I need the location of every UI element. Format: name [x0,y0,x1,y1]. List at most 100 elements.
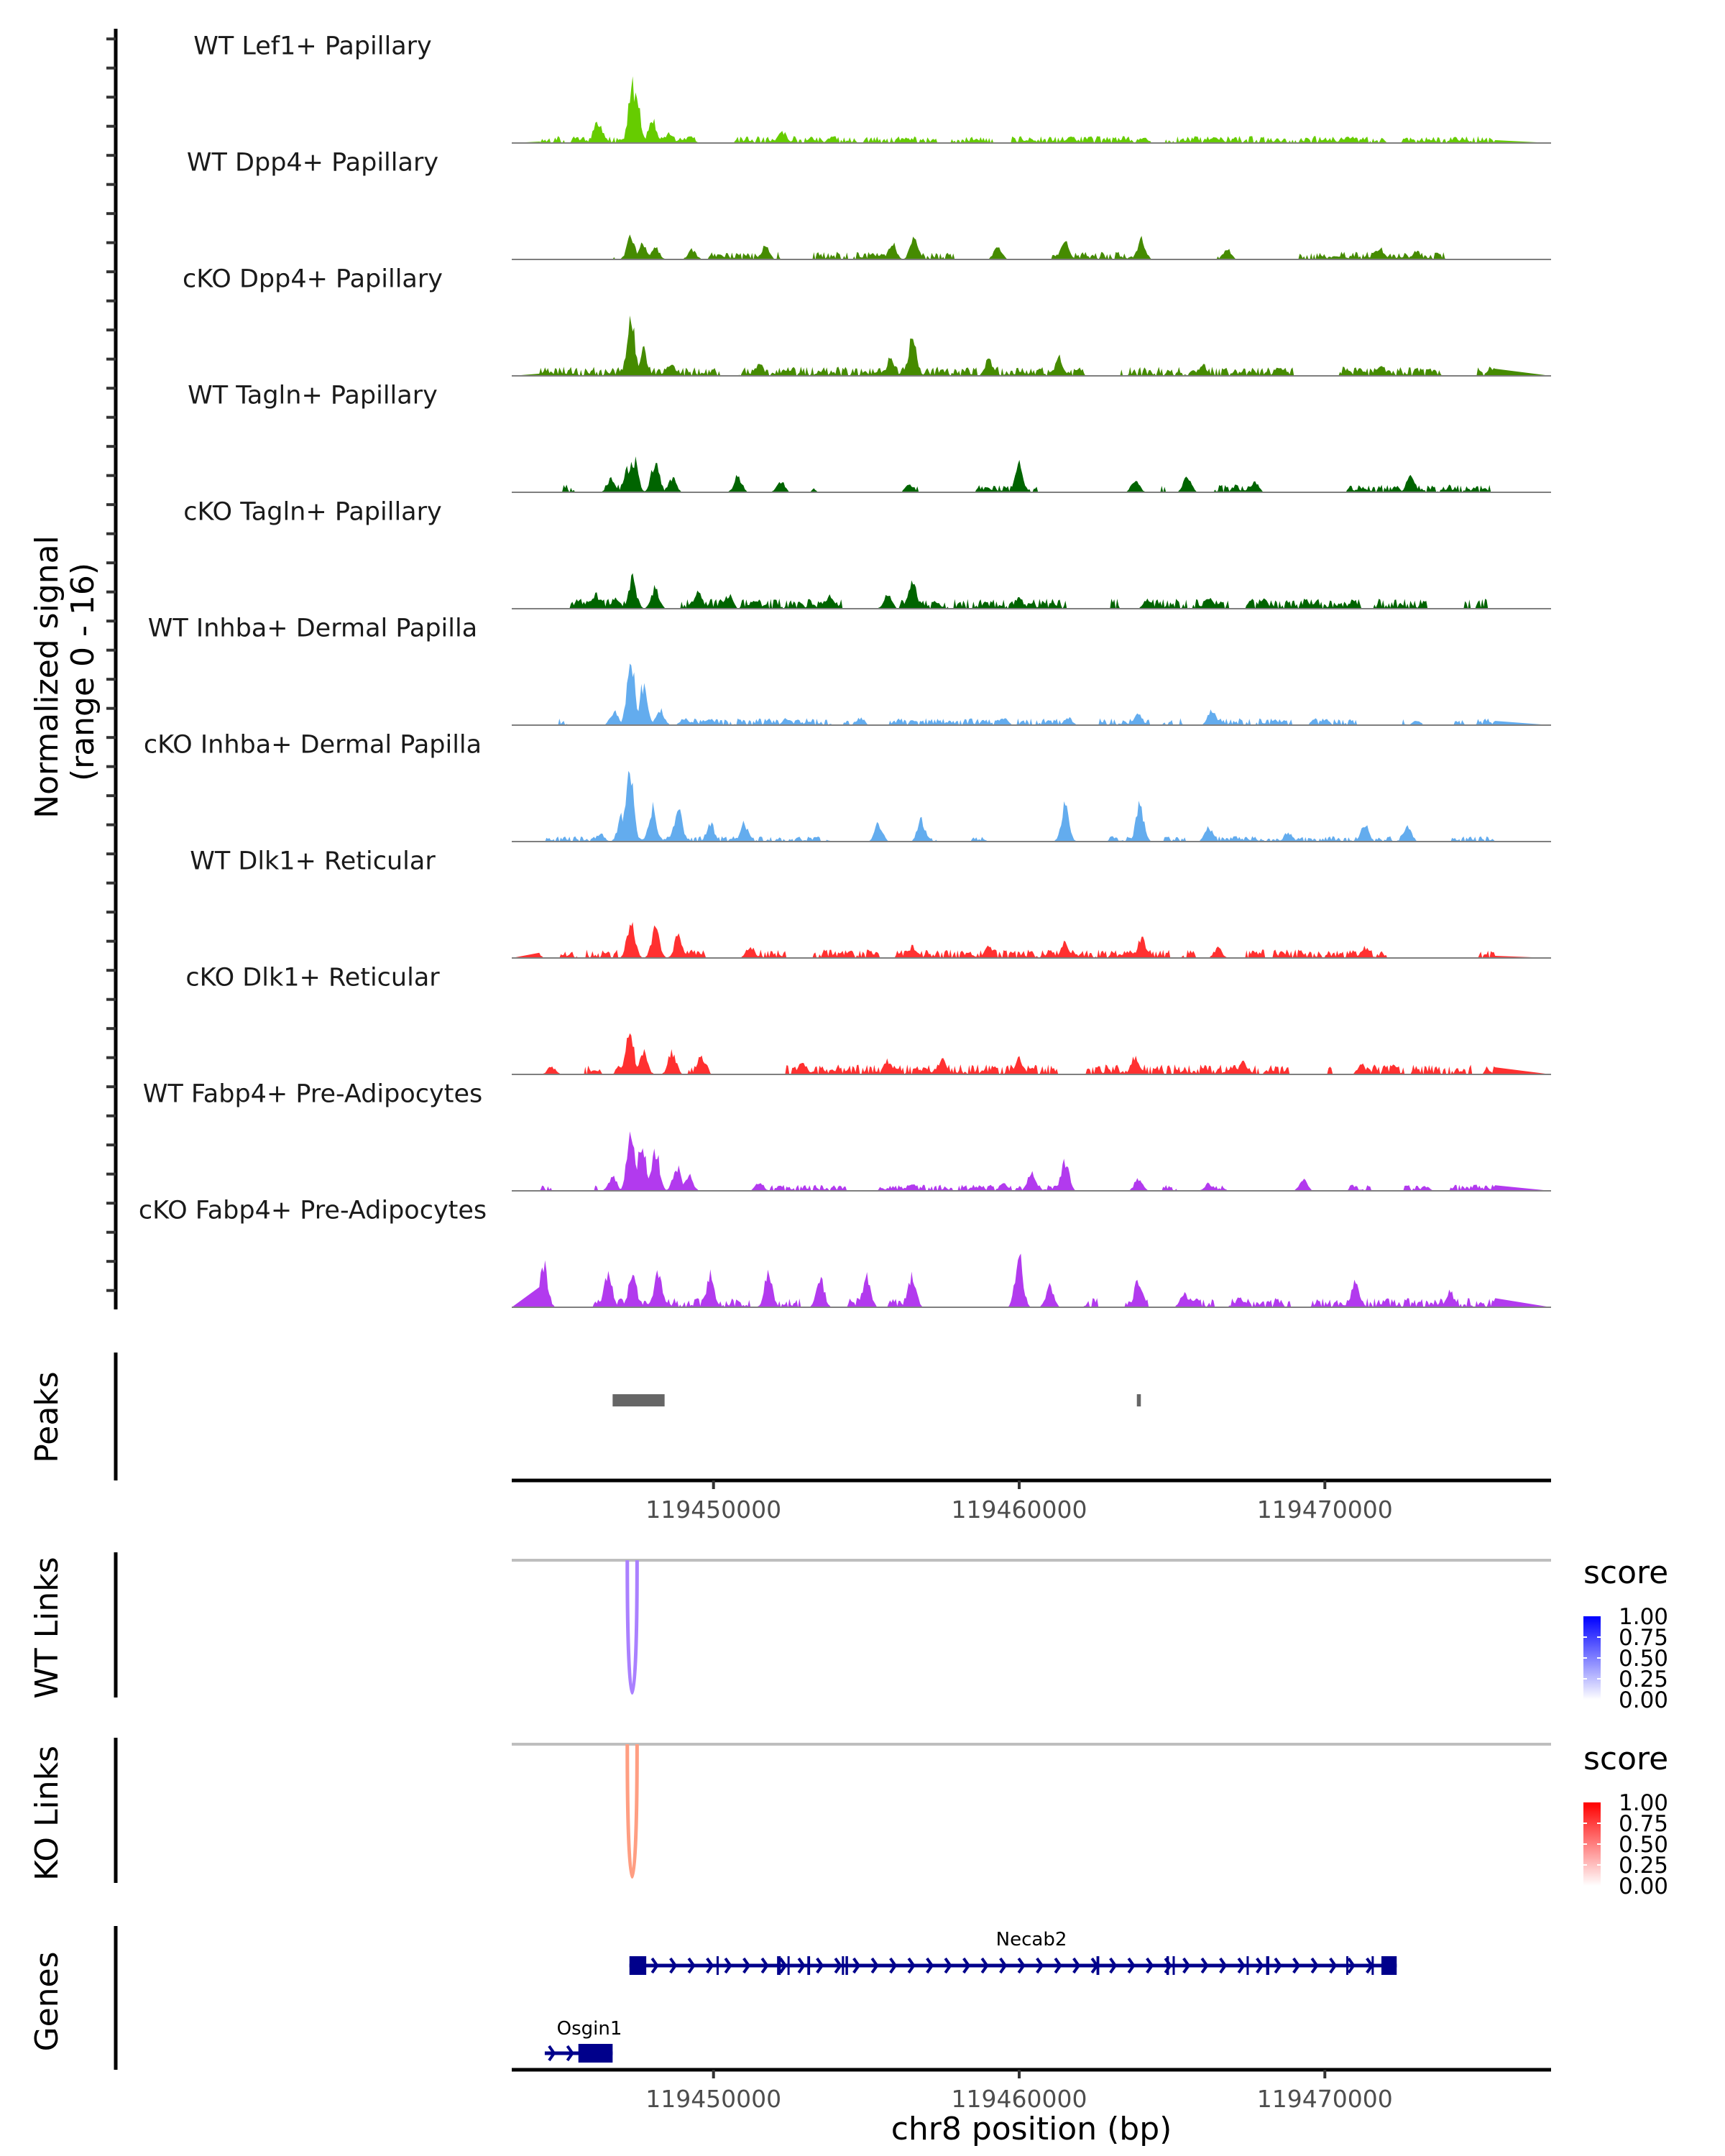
coverage-area [512,663,1551,725]
coverage-track: cKO Dpp4+ Papillary [183,265,1551,377]
track-label: cKO Fabp4+ Pre-Adipocytes [139,1197,487,1225]
strand-arrow [797,1957,806,1974]
strand-arrow [1292,1957,1301,1974]
x-axis-top: 119450000 119460000 119470000 [645,1480,1393,1524]
strand-arrow [742,1957,751,1974]
strand-arrow [1072,1957,1081,1974]
strand-arrow [907,1957,916,1974]
coverage-track: cKO Fabp4+ Pre-Adipocytes [139,1197,1551,1308]
gene-model: Osgin1 [544,2018,622,2063]
link-arc [625,1560,639,1695]
strand-arrow [548,2045,556,2062]
coverage-track: WT Dpp4+ Papillary [187,149,1551,260]
track-label: WT Dlk1+ Reticular [190,847,436,876]
wt-links [625,1560,639,1695]
coverage-track: cKO Tagln+ Papillary [183,498,1551,609]
track-label: cKO Dpp4+ Papillary [183,265,443,294]
gene-exon [777,1956,781,1975]
coverage-area [512,456,1551,492]
strand-arrow [1017,1957,1026,1974]
peak-region [1136,1394,1141,1406]
ko-links-panel-label: KO Links [29,1746,65,1881]
peak-region [612,1394,665,1406]
y-axis-title-line-1: Normalized signal [29,535,65,819]
legend-title: score [1583,1554,1668,1591]
ko-links-panel: KO Links score 1.000.750.500.250.00 [29,1738,1668,1899]
strand-arrow [669,1957,678,1974]
strand-arrow [834,1957,842,1974]
peak-regions [612,1394,1141,1406]
legend-tick-label: 0.50 [1619,1646,1668,1672]
gene-exon [1096,1956,1100,1975]
track-label: cKO Tagln+ Papillary [183,498,442,527]
y-axis-title-line-2: (range 0 - 16) [65,563,101,781]
strand-arrow [980,1957,989,1974]
strand-arrow [650,1957,659,1974]
strand-arrow [926,1957,934,1974]
coverage-area [512,1253,1551,1307]
coverage-area [512,1033,1551,1074]
x-axis-title: chr8 position (bp) [891,2111,1172,2147]
gene-exon [1266,1956,1269,1975]
strand-arrow [1256,1957,1264,1974]
legend-tick-label: 0.50 [1619,1832,1668,1858]
coverage-track: WT Lef1+ Papillary [193,32,1551,144]
gene-exon [1166,1956,1169,1975]
coverage-track: WT Dlk1+ Reticular [190,847,1551,959]
strand-arrow [816,1957,824,1974]
ko-score-legend: score 1.000.750.500.250.00 [1583,1741,1668,1899]
strand-arrow [1109,1957,1118,1974]
track-label: WT Fabp4+ Pre-Adipocytes [143,1080,482,1109]
strand-arrow [1219,1957,1228,1974]
strand-arrow [1237,1957,1246,1974]
gene-exon [1371,1956,1374,1975]
strand-arrow [1329,1957,1338,1974]
gene-label: Osgin1 [557,2018,622,2040]
gene-model: Necab2 [629,1929,1397,1975]
ko-links [625,1743,639,1879]
coverage-area [512,573,1551,609]
coverage-track: WT Inhba+ Dermal Papilla [148,614,1551,726]
wt-links-panel-label: WT Links [29,1557,65,1698]
track-label: WT Inhba+ Dermal Papilla [148,614,477,643]
gene-exon [1381,1956,1397,1975]
strand-arrow [1036,1957,1044,1974]
wt-score-legend: score 1.000.750.500.250.00 [1583,1554,1668,1713]
coverage-area [512,770,1551,842]
legend-tick-label: 1.00 [1619,1790,1668,1816]
coverage-panel: Normalized signal (range 0 - 16) WT Lef1… [29,29,1551,1309]
legend-title: score [1583,1741,1668,1777]
coverage-area [512,922,1551,958]
legend-tick-label: 0.00 [1619,1874,1668,1899]
strand-arrow [1200,1957,1209,1974]
strand-arrow [852,1957,861,1974]
strand-arrow [999,1957,1008,1974]
strand-arrow [724,1957,732,1974]
legend-tick-label: 0.25 [1619,1667,1668,1692]
x-tick-label: 119450000 [645,1496,781,1524]
strand-arrow [1347,1957,1356,1974]
track-label: cKO Dlk1+ Reticular [185,964,440,992]
coverage-track: WT Fabp4+ Pre-Adipocytes [143,1080,1551,1192]
track-label: WT Dpp4+ Papillary [187,149,438,178]
y-axis-ticks [106,37,116,1292]
strand-arrow [944,1957,952,1974]
gene-exon [787,1956,790,1975]
strand-arrow [1054,1957,1062,1974]
strand-arrow [760,1957,769,1974]
x-tick-label: 119470000 [1257,1496,1393,1524]
genes-panel-label: Genes [29,1951,65,2051]
gene-exon [716,1956,719,1975]
peaks-panel: Peaks 119450000 119460000 119470000 [29,1353,1551,1524]
track-label: WT Lef1+ Papillary [193,32,432,61]
strand-arrow [1182,1957,1191,1974]
strand-arrow [1274,1957,1282,1974]
gene-exon [1172,1956,1175,1975]
coverage-area [512,234,1551,259]
strand-arrow [870,1957,879,1974]
gene-label: Necab2 [996,1929,1067,1950]
x-tick-label: 119450000 [645,2085,781,2113]
coverage-track: cKO Dlk1+ Reticular [185,964,1551,1075]
legend-tick-label: 0.75 [1619,1625,1668,1651]
